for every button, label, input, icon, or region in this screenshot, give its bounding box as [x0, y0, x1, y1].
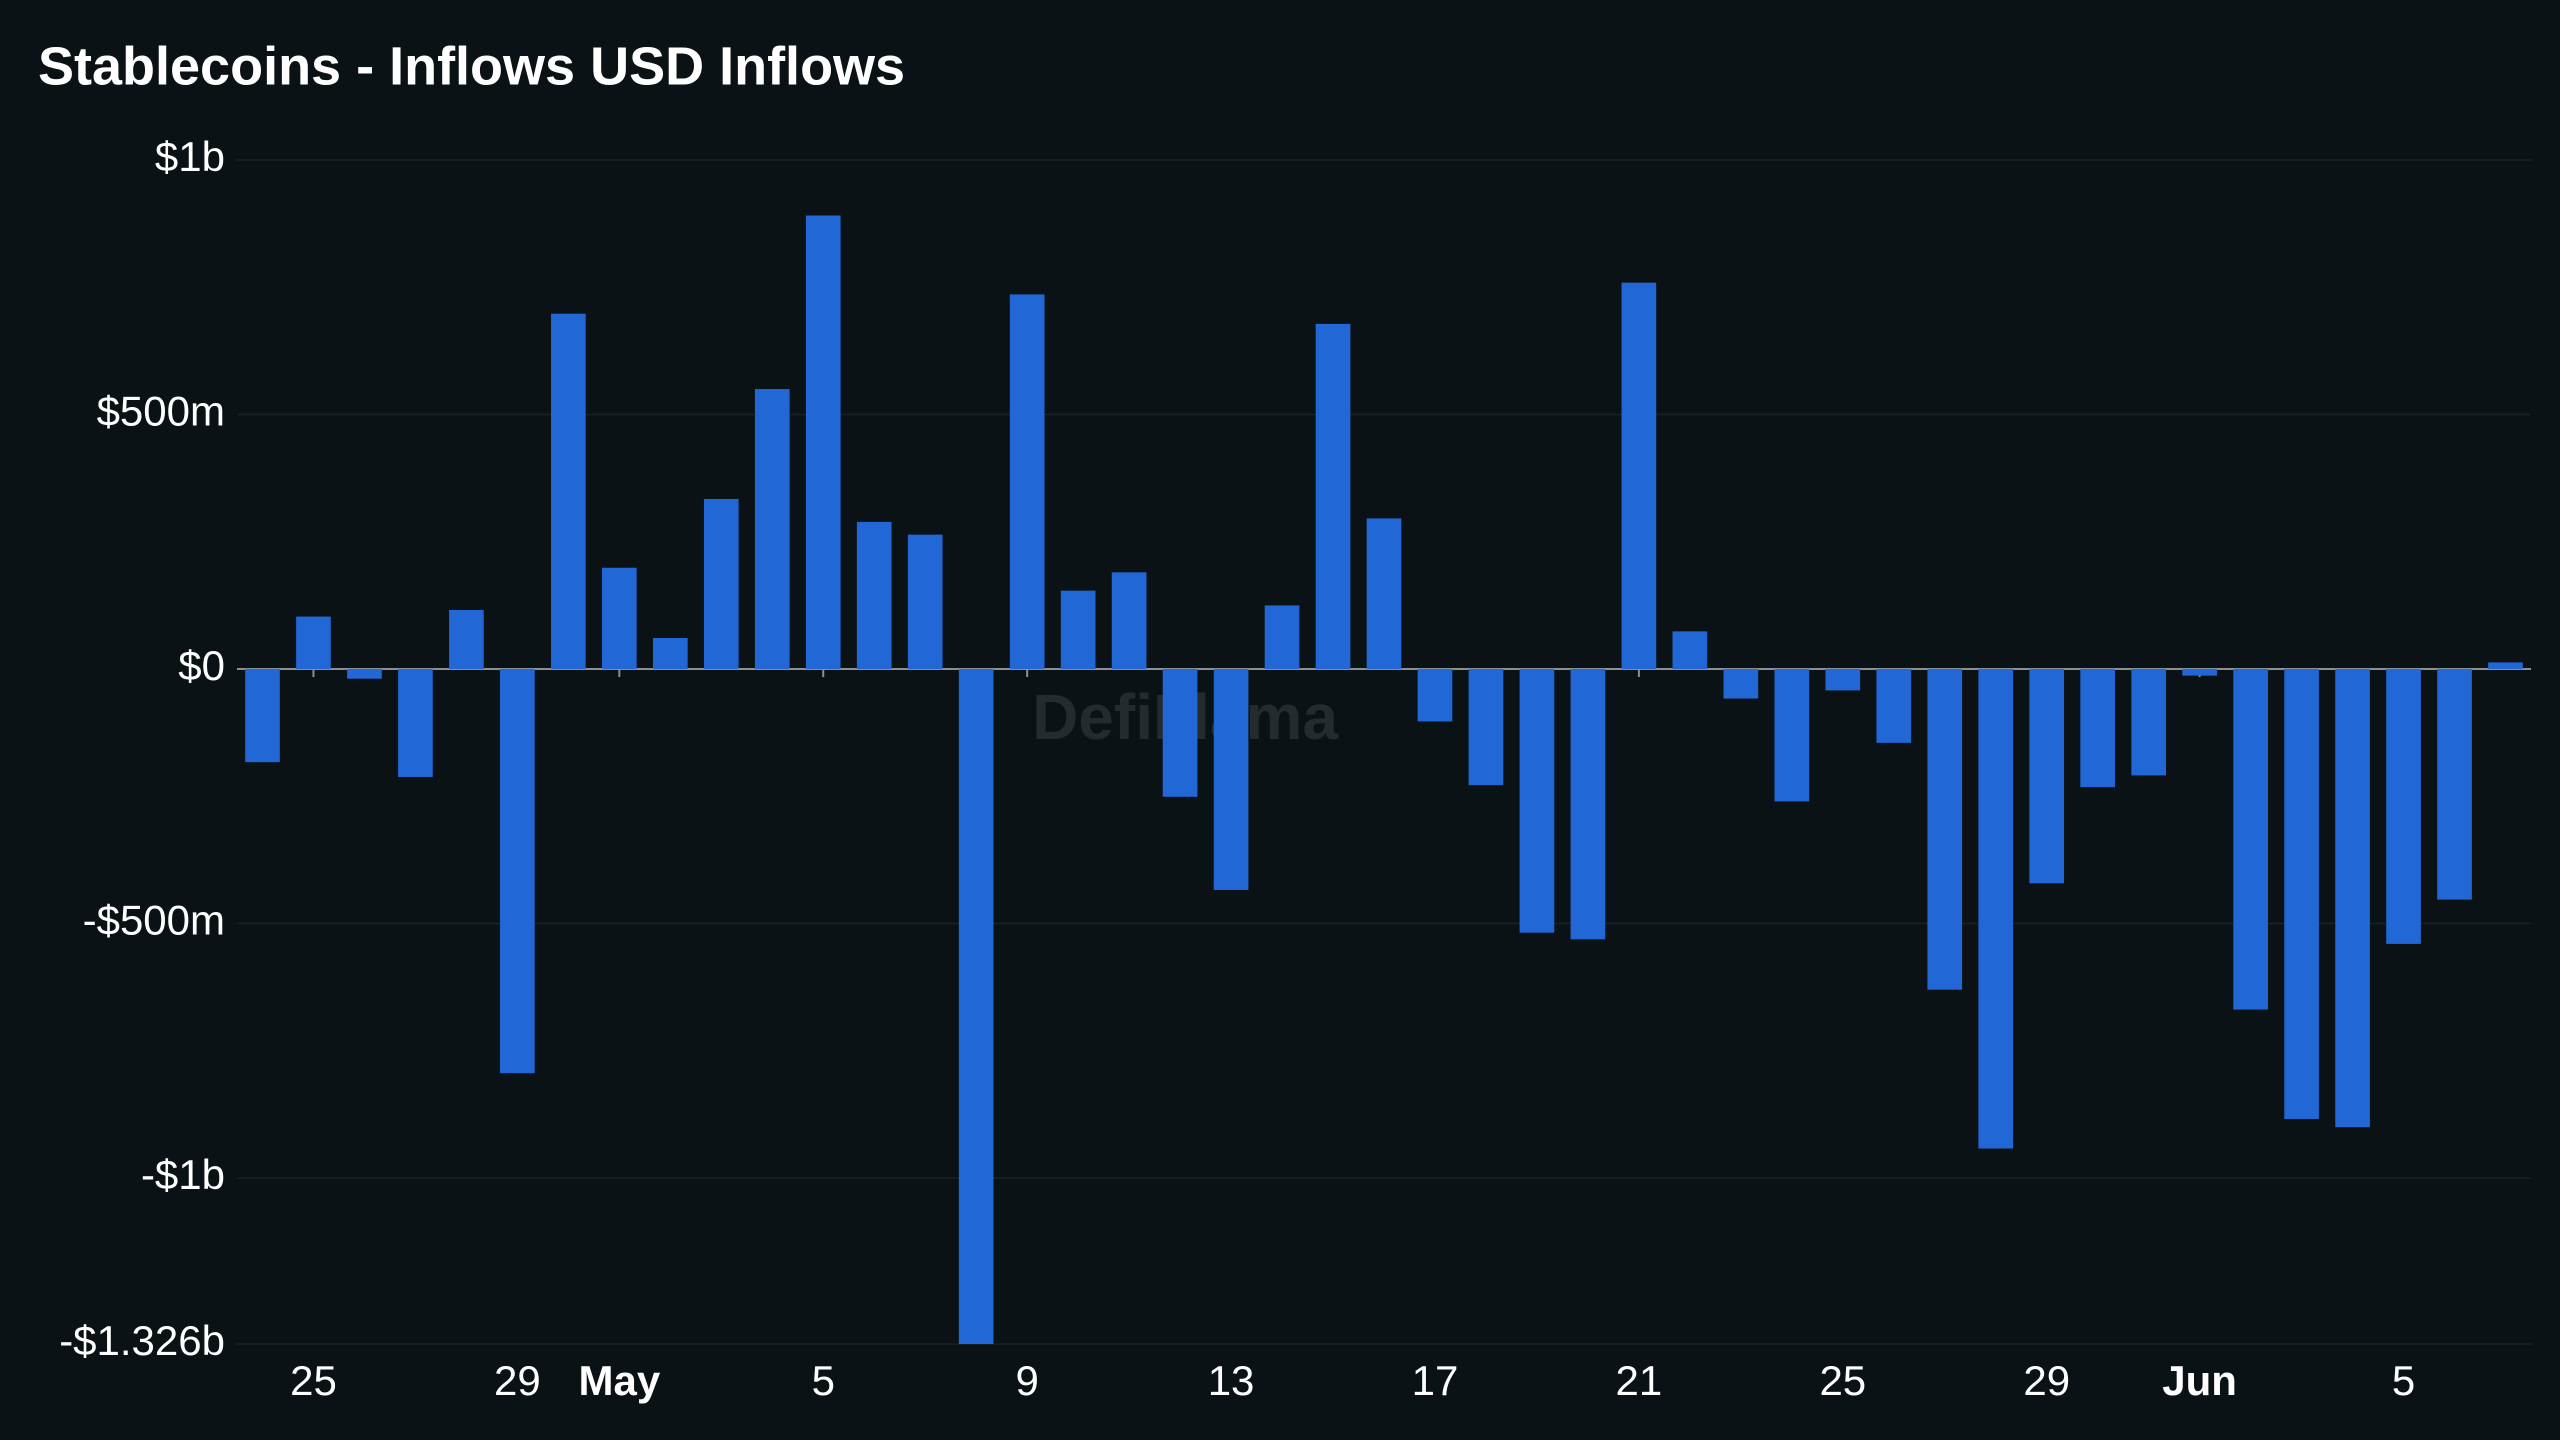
bar	[1111, 572, 1147, 670]
bar	[296, 616, 331, 670]
x-tick-label: 21	[1616, 1357, 1663, 1404]
bar	[551, 313, 586, 670]
bar	[2386, 669, 2421, 944]
bar	[1927, 669, 1963, 990]
x-tick-label: May	[578, 1357, 660, 1404]
x-tick-label: 25	[290, 1357, 337, 1404]
bar	[1060, 590, 1096, 670]
bar	[1468, 669, 1504, 786]
bar	[398, 669, 433, 777]
bar	[2029, 669, 2065, 884]
x-tick-label: 29	[2023, 1357, 2070, 1404]
bar	[1672, 631, 1708, 670]
bar	[2335, 669, 2370, 1128]
bar	[805, 215, 841, 670]
y-tick-label: -$1b	[141, 1151, 225, 1198]
bar	[2182, 669, 2217, 676]
x-tick-label: 5	[2392, 1357, 2415, 1404]
bar	[449, 609, 484, 670]
bar	[1876, 669, 1912, 743]
bar	[1417, 669, 1453, 722]
bar	[347, 669, 382, 679]
x-tick-label: 17	[1412, 1357, 1459, 1404]
y-tick-label: $500m	[97, 388, 225, 435]
x-tick-label: 13	[1208, 1357, 1255, 1404]
bar	[1213, 669, 1249, 890]
bar	[2437, 669, 2472, 900]
bar	[245, 669, 280, 763]
x-tick-label: 5	[812, 1357, 835, 1404]
bar	[1315, 323, 1351, 670]
x-tick-label: Jun	[2162, 1357, 2237, 1404]
chart-title: Stablecoins - Inflows USD Inflows	[38, 36, 905, 96]
bar	[602, 567, 637, 670]
bar	[1621, 282, 1657, 670]
y-tick-label: -$1.326b	[59, 1317, 225, 1364]
x-tick-label: 9	[1015, 1357, 1038, 1404]
bar	[2284, 669, 2319, 1120]
bar	[2080, 669, 2116, 788]
bar	[1825, 669, 1861, 691]
y-tick-label: $1b	[155, 133, 225, 180]
bar	[1723, 669, 1759, 699]
bar	[2488, 662, 2523, 670]
bar	[703, 499, 739, 670]
bar	[1978, 669, 2014, 1149]
bar	[1366, 518, 1402, 670]
bar	[652, 637, 688, 670]
y-tick-label: -$500m	[83, 897, 225, 944]
bar	[907, 534, 943, 670]
bar	[1519, 669, 1555, 933]
bar	[1264, 605, 1300, 670]
bar	[2233, 669, 2268, 1010]
x-tick-label: 25	[1819, 1357, 1866, 1404]
bar	[856, 521, 892, 670]
x-tick-label: 29	[494, 1357, 541, 1404]
bar	[1009, 294, 1045, 670]
bar	[1774, 669, 1810, 802]
bar	[754, 389, 790, 670]
bar	[2131, 669, 2166, 776]
bar	[958, 669, 994, 1344]
bar	[1162, 669, 1198, 797]
y-tick-label: $0	[178, 642, 225, 689]
bar	[1570, 669, 1606, 940]
bar	[500, 669, 535, 1074]
